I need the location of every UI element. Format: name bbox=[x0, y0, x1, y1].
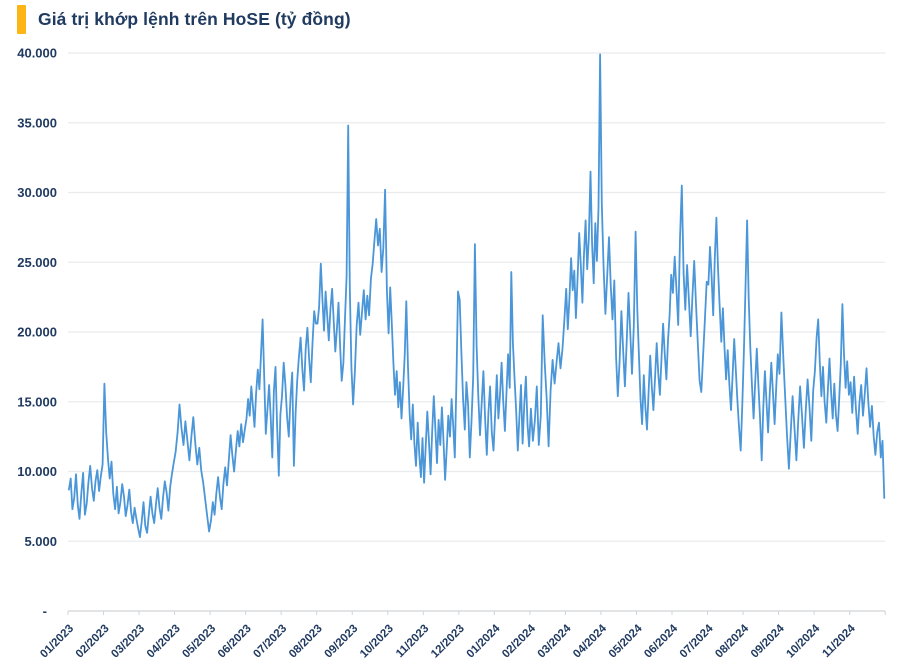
x-tick-label: 08/2023 bbox=[287, 623, 325, 661]
x-tick-label: 03/2024 bbox=[536, 622, 574, 660]
x-tick-label: 02/2023 bbox=[74, 623, 112, 661]
x-tick-label: 01/2024 bbox=[465, 622, 503, 660]
x-tick-label: 01/2023 bbox=[38, 623, 76, 661]
x-tick-label: 12/2023 bbox=[429, 623, 467, 661]
chart-header: Giá trị khớp lệnh trên HoSE (tỷ đồng) bbox=[17, 5, 351, 34]
y-tick-label: 20.000 bbox=[17, 325, 57, 340]
x-tick-label: 06/2024 bbox=[642, 622, 680, 660]
x-tick-label: 05/2023 bbox=[180, 623, 218, 661]
y-tick-label: 30.000 bbox=[17, 185, 57, 200]
y-tick-label: 5.000 bbox=[24, 534, 57, 549]
x-tick-label: 06/2023 bbox=[216, 623, 254, 661]
y-tick-label: - bbox=[43, 604, 47, 619]
x-tick-label: 10/2023 bbox=[358, 623, 396, 661]
y-tick-label: 10.000 bbox=[17, 464, 57, 479]
x-tick-label: 11/2023 bbox=[394, 623, 431, 660]
x-tick-label: 03/2023 bbox=[109, 623, 147, 661]
x-tick-label: 09/2024 bbox=[749, 622, 787, 660]
x-tick-label: 08/2024 bbox=[713, 622, 751, 660]
x-tick-label: 05/2024 bbox=[607, 622, 645, 660]
x-tick-label: 04/2023 bbox=[145, 623, 183, 661]
x-tick-label: 09/2023 bbox=[322, 623, 360, 661]
x-tick-label: 11/2024 bbox=[820, 622, 858, 660]
x-tick-label: 10/2024 bbox=[784, 622, 822, 660]
x-tick-label: 07/2024 bbox=[678, 622, 716, 660]
y-tick-label: 25.000 bbox=[17, 255, 57, 270]
y-tick-label: 35.000 bbox=[17, 115, 57, 130]
chart-title: Giá trị khớp lệnh trên HoSE (tỷ đồng) bbox=[38, 9, 351, 29]
y-tick-label: 40.000 bbox=[17, 46, 57, 61]
title-accent-bar bbox=[17, 5, 26, 34]
x-tick-label: 07/2023 bbox=[251, 623, 289, 661]
x-tick-label: 02/2024 bbox=[500, 622, 538, 660]
x-tick-label: 04/2024 bbox=[571, 622, 609, 660]
data-line bbox=[68, 53, 886, 538]
y-tick-label: 15.000 bbox=[17, 394, 57, 409]
